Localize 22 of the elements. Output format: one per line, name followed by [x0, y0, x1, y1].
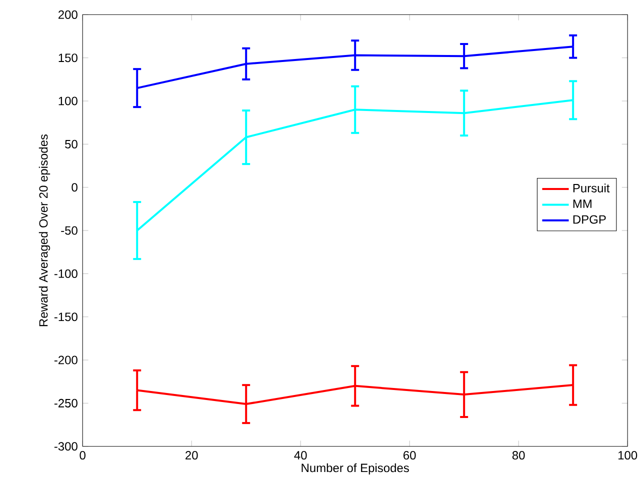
legend-label: Pursuit [573, 184, 610, 193]
x-tick-label: 60 [404, 451, 416, 460]
y-tick-label: -150 [54, 312, 78, 322]
y-tick-label: -250 [54, 399, 78, 408]
x-tick-label: 20 [186, 451, 198, 460]
y-tick-label: -200 [54, 356, 78, 364]
y-tick-label: 100 [58, 96, 78, 106]
x-tick-label: 0 [80, 451, 86, 460]
x-tick-label: 80 [512, 451, 525, 460]
x-axis-title: Number of Episodes [302, 464, 409, 475]
y-tick-label: -300 [54, 442, 78, 451]
y-tick-label: 150 [58, 54, 78, 62]
x-tick-label: 40 [294, 451, 307, 460]
legend-label: MM [573, 200, 592, 208]
y-tick-label: -50 [61, 226, 78, 235]
y-tick-label: 0 [72, 183, 78, 192]
y-tick-label: -100 [54, 270, 78, 278]
y-axis-title: Reward Averaged Over 20 episodes [38, 134, 50, 326]
legend-label: DPGP [573, 215, 606, 224]
y-tick-label: 200 [58, 10, 78, 20]
y-tick-label: 50 [65, 140, 78, 149]
x-tick-label: 100 [618, 451, 638, 460]
